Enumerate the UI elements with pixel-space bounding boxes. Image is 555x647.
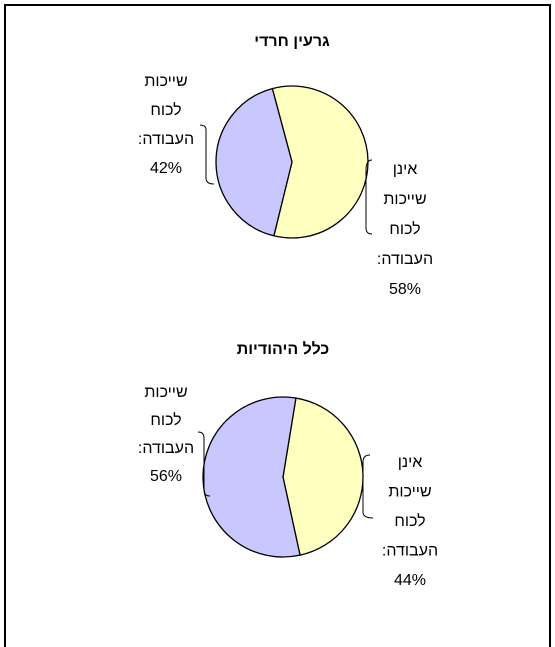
frame <box>4 4 551 647</box>
slice-value-label: 58% <box>389 281 421 298</box>
slice-value-label: 44% <box>394 572 426 589</box>
slice-value-label: 42% <box>150 160 182 177</box>
slice-label: אינן שייכות לכוח העבודה: <box>382 454 438 560</box>
pie-slice <box>215 87 293 237</box>
chart-title: גרעין חרדי <box>254 33 330 50</box>
chart-title: כלל היהודיות <box>237 340 330 358</box>
pie-slice <box>202 396 301 558</box>
slice-value-label: 56% <box>150 468 182 485</box>
slice-label: אינן שייכות לכוח העבודה: <box>377 161 433 268</box>
slice-label: שייכות לכוח העבודה: <box>138 384 194 457</box>
slice-label: שייכות לכוח העבודה: <box>138 73 194 148</box>
leader-line <box>199 124 215 185</box>
leader-line <box>365 159 373 235</box>
leader-line <box>197 431 211 497</box>
leader-line <box>362 454 374 519</box>
